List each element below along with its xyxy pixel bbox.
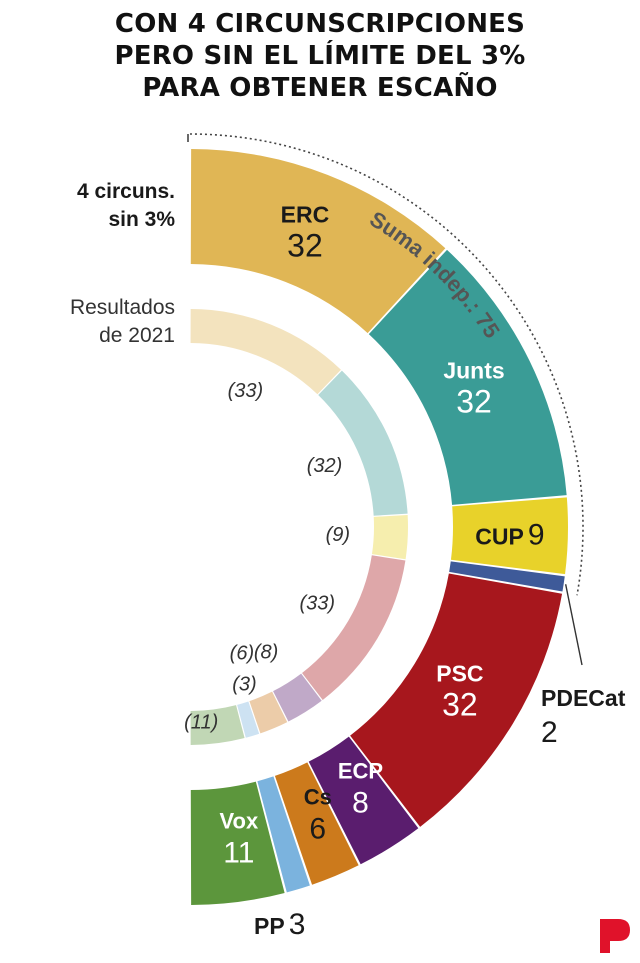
inner-slice-psc	[302, 555, 406, 700]
outer-name-label-cup: CUP	[475, 523, 524, 549]
outer-name-label-pdecat: PDECat	[541, 685, 626, 711]
outer-value-label-pp: 3	[289, 908, 306, 941]
outer-name-label-junts: Junts	[443, 357, 504, 383]
inner-slice-vox	[190, 705, 245, 745]
inner-ring-label-line-2: de 2021	[99, 324, 175, 347]
inner-slice-erc	[190, 309, 341, 395]
title-line-2: PERO SIN EL LÍMITE DEL 3%	[114, 41, 526, 71]
chart-title: CON 4 CIRCUNSCRIPCIONES PERO SIN EL LÍMI…	[0, 8, 640, 104]
outer-name-label-vox: Vox	[219, 808, 258, 833]
outer-slice-psc	[350, 573, 563, 827]
outer-label-pp: PP 3	[254, 908, 305, 941]
inner-ring-label: Resultados de 2021	[20, 294, 175, 350]
outer-slice-pp	[257, 776, 310, 893]
outer-value-label-vox: 11	[223, 836, 254, 869]
inner-slice-cup	[371, 514, 408, 560]
pdecat-leader-line	[564, 584, 583, 666]
title-line-3: PARA OBTENER ESCAÑO	[142, 73, 498, 103]
outer-name-label-cs: Cs	[304, 785, 332, 810]
outer-ring-label-line-1: 4 circuns.	[76, 180, 175, 203]
outer-value-label-ecp: 8	[352, 787, 369, 820]
inner-value-label-psc: (33)	[300, 592, 336, 614]
outer-value-label-psc: 32	[442, 686, 478, 722]
outer-name-label-pp: PP	[254, 913, 285, 939]
inner-value-label-junts: (32)	[307, 455, 343, 477]
inner-value-label-vox: (11)	[184, 711, 218, 733]
inner-ring-label-line-1: Resultados	[69, 296, 175, 319]
outer-name-label-ecp: ECP	[338, 759, 383, 784]
title-line-1: CON 4 CIRCUNSCRIPCIONES	[114, 9, 526, 39]
outer-ring-label: 4 circuns. sin 3%	[20, 178, 175, 234]
outer-slice-vox	[190, 781, 285, 905]
outer-value-label-junts: 32	[456, 383, 492, 419]
inner-slice-pp	[237, 701, 260, 738]
outer-name-label-erc: ERC	[281, 202, 330, 228]
outer-slice-erc	[190, 149, 446, 334]
inner-slice-junts	[318, 370, 408, 516]
inner-slice-ecp	[273, 673, 322, 722]
outer-slice-pdecat	[449, 561, 565, 592]
outer-name-label-psc: PSC	[436, 660, 483, 686]
inner-value-label-erc: (33)	[228, 380, 264, 402]
outer-value-label-pdecat: 2	[541, 716, 558, 749]
outer-slice-cs	[274, 762, 359, 885]
outer-slice-junts	[368, 249, 567, 505]
inner-value-label-pp: (3)	[232, 674, 256, 696]
inner-value-label-cup: (9)	[326, 524, 350, 546]
outer-slice-cup	[450, 497, 568, 575]
outer-value-label-cs: 6	[309, 813, 326, 846]
outer-slice-ecp	[308, 736, 419, 865]
inner-value-label-ecp: (8)	[254, 642, 278, 664]
outer-label-cup: CUP 9	[475, 518, 544, 551]
outer-ring-label-line-2: sin 3%	[108, 208, 175, 231]
outer-value-label-cup: 9	[528, 518, 545, 551]
brand-logo	[600, 919, 630, 953]
inner-value-label-cs: (6)	[230, 643, 254, 665]
outer-value-label-erc: 32	[287, 228, 323, 264]
inner-slice-cs	[249, 691, 288, 734]
